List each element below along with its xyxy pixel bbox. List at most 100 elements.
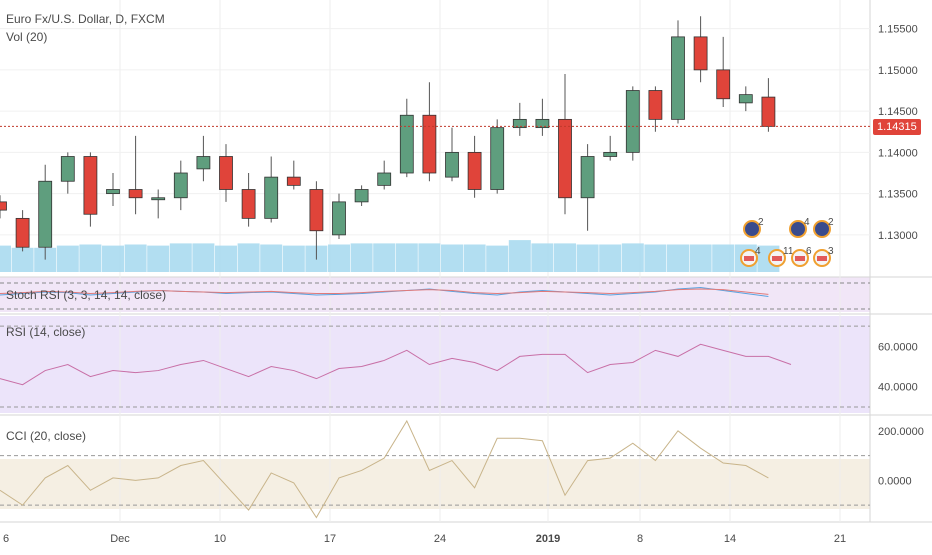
candle-body [422,114,437,174]
volume-bar [260,244,283,272]
cci-label: CCI (20, close) [6,429,87,443]
flag-stripes [817,256,827,261]
candle-body [219,156,233,190]
last-price-tag: 1.14315 [873,119,921,135]
volume-bar [282,245,305,272]
candle-body [38,180,53,248]
earnings-icon [813,220,831,238]
badge-count: 4 [755,246,761,257]
price-tick-label: 1.15500 [878,24,918,36]
volume-bar [102,245,124,272]
x-tick-label: 17 [324,533,336,545]
candle-body [241,189,256,219]
rsi-line [0,343,792,386]
volume-bar [79,244,102,272]
candle-body [648,90,663,120]
cci-tick-label: 0.0000 [878,475,912,487]
chart-title: Euro Fx/U.S. Dollar, D, FXCM [6,12,165,26]
flag-stripes [744,256,754,261]
volume-bar [418,243,441,272]
candle-body [580,156,595,199]
candle-body [0,201,7,211]
volume-bar [56,245,79,272]
stoch-line-1 [0,288,769,295]
candle-body [512,118,527,129]
candle-body [151,197,166,201]
volume-bar [486,245,509,272]
badge-count: 11 [783,246,794,257]
badge-count: 6 [806,246,812,257]
volume-bar [531,243,554,272]
x-tick-label: 6 [3,533,9,545]
candle-body [196,156,211,170]
volume-bar [124,244,147,272]
candle-body [445,151,459,178]
x-tick-label: 2019 [536,533,560,545]
cci-band [0,459,870,509]
stoch-line-0 [0,286,769,297]
candle-body [490,127,505,190]
volume-bar [621,243,644,272]
volume-bar [712,244,735,272]
volume-bar [192,243,215,272]
price-tick-label: 1.14500 [878,106,918,118]
candle-body [716,69,731,100]
rsi-label: RSI (14, close) [6,325,86,339]
candle-body [60,156,75,182]
x-tick-label: 21 [834,533,846,545]
x-tick-label: 10 [214,533,226,545]
candle-body [603,151,618,157]
volume-bar [237,243,260,272]
badge-count: 4 [804,217,810,228]
volume-label: Vol (20) [6,30,48,44]
volume-bar [689,244,712,272]
volume-bar [395,243,418,272]
candle-body [693,36,708,71]
candle-body [15,217,30,248]
earnings-icon [789,220,807,238]
candle-body [558,118,572,199]
volume-bar [169,243,192,272]
flag-stripes [795,256,805,261]
flag-stripes [772,256,782,261]
volume-bar [34,247,57,272]
candle-body [377,172,392,186]
x-tick-label: 24 [434,533,446,545]
volume-bar [463,244,486,272]
candle-body [264,176,279,219]
volume-bar [350,243,373,272]
candle-body [625,90,640,153]
cci-line [0,419,769,519]
volume-bar [576,244,599,272]
badge-count: 3 [828,246,834,257]
candle-body [354,189,369,203]
x-tick-label: 14 [724,533,736,545]
volume-bar [508,240,531,272]
price-tick-label: 1.14000 [878,147,918,159]
candle-body [535,118,550,129]
candle-body [738,94,753,104]
rsi-pane-bg [0,316,870,413]
candle-body [332,201,346,236]
cci-tick-label: 200.0000 [878,426,924,438]
x-tick-label: Dec [110,533,130,545]
rsi-tick-label: 40.0000 [878,382,918,394]
volume-bar [215,245,237,272]
candle-body [128,189,143,199]
badge-count: 2 [758,217,764,228]
candle-body [399,114,414,174]
volume-bar [373,243,396,272]
candle-body [286,176,301,186]
badge-count: 2 [828,217,834,228]
volume-bar [441,244,463,272]
rsi-tick-label: 60.0000 [878,341,918,353]
candle-body [173,172,188,199]
earnings-icon [743,220,761,238]
x-tick-label: 8 [637,533,643,545]
volume-bar [599,244,622,272]
price-tick-label: 1.13500 [878,189,918,201]
candle-body [83,156,98,215]
volume-bar [11,247,34,272]
